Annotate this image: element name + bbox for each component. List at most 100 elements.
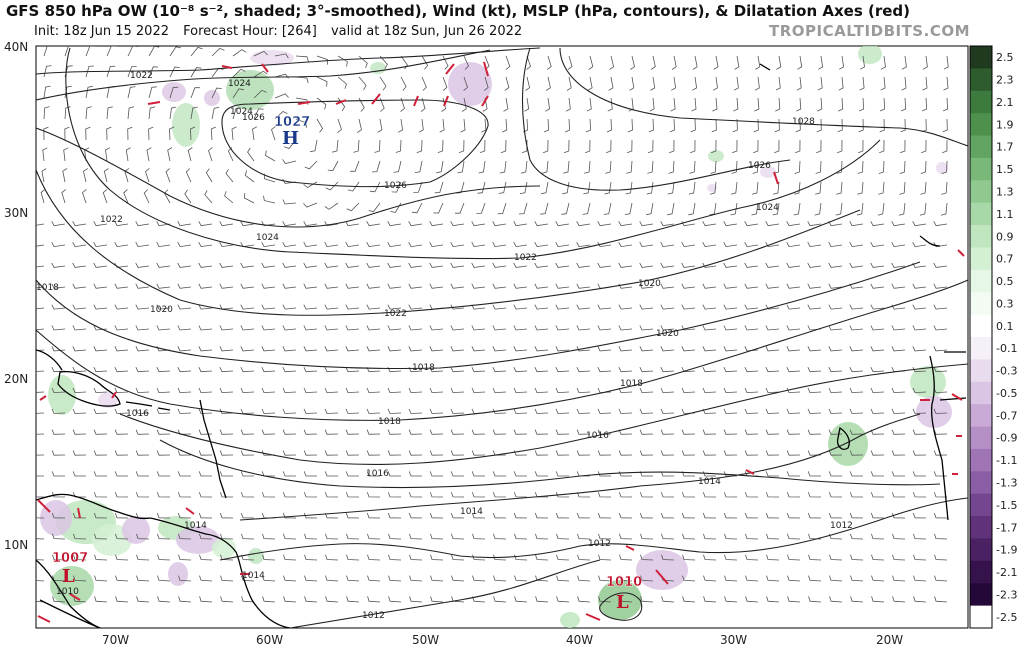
wind-barb: [606, 118, 612, 133]
wind-barb: [72, 387, 87, 394]
ow-blob-positive: [48, 375, 76, 415]
ow-blob-negative: [176, 526, 220, 554]
wind-barb: [190, 67, 202, 78]
wind-barb: [492, 221, 507, 227]
wind-barb: [240, 304, 255, 310]
wind-barb: [303, 367, 318, 373]
wind-barb: [177, 325, 192, 331]
wind-barb: [114, 221, 129, 227]
wind-barb: [346, 202, 360, 212]
wind-barb: [114, 450, 129, 456]
isobar-line: [219, 497, 968, 561]
latitude-labels: 40N 30N 20N 10N: [4, 40, 28, 552]
wind-barb: [793, 202, 801, 216]
wind-barb: [51, 387, 66, 394]
wind-barb: [519, 181, 528, 194]
wind-barb: [127, 86, 136, 99]
wind-barb: [190, 87, 200, 99]
colorbar-label: -1.9: [996, 544, 1017, 557]
wind-barb: [198, 471, 212, 477]
wind-barb: [639, 242, 654, 248]
wind-barb: [253, 50, 268, 57]
dilatation-axis: [443, 95, 449, 107]
wind-barb: [535, 533, 549, 540]
wind-barb: [828, 221, 843, 227]
dilatation-axis: [111, 391, 117, 399]
colorbar-label: 1.5: [996, 163, 1014, 176]
wind-barb: [786, 450, 801, 456]
colorbar-swatch: [970, 538, 992, 562]
colorbar-label: 0.9: [996, 230, 1014, 243]
dilatation-axis: [585, 613, 601, 621]
isobar-label: 1022: [100, 215, 123, 225]
wind-barb: [387, 450, 402, 456]
wind-barb: [477, 181, 486, 194]
wind-barb: [450, 221, 465, 227]
wind-barb: [483, 76, 489, 91]
wind-barb: [127, 66, 137, 78]
isobar-label: 1024: [230, 107, 253, 117]
wind-barb: [36, 307, 45, 310]
wind-barb: [786, 367, 801, 373]
wind-barb: [72, 304, 87, 310]
dilatation-axis: [69, 593, 81, 601]
wind-barb: [240, 512, 255, 519]
wind-barb: [576, 367, 591, 373]
pressure-centers: 1027 H 1007 L 1010 L: [52, 115, 643, 613]
wind-barb: [681, 492, 696, 498]
wind-barb: [148, 46, 160, 57]
wind-barb: [870, 408, 885, 414]
low-center-letter: L: [616, 592, 629, 613]
wind-barb: [43, 85, 51, 99]
wind-barb: [148, 106, 156, 120]
wind-barb: [304, 160, 318, 170]
colorbar-label: -0.1: [996, 342, 1017, 355]
wind-barb: [541, 181, 549, 195]
wind-barb: [745, 554, 759, 561]
wind-barb: [555, 367, 570, 373]
wind-barb: [41, 168, 47, 183]
wind-barb: [106, 46, 117, 57]
wind-barb: [303, 450, 318, 456]
wind-barb: [922, 55, 928, 70]
wind-barb: [576, 262, 591, 268]
wind-barb: [282, 221, 297, 227]
wind-barb: [388, 596, 402, 603]
wind-barb: [262, 575, 276, 582]
wind-barb: [135, 262, 150, 268]
wind-barb: [450, 325, 465, 331]
wind-barb: [815, 160, 822, 174]
wind-barb: [786, 346, 801, 352]
colorbar-swatch: [970, 337, 992, 360]
isobar-label: 1012: [588, 539, 611, 549]
wind-barb: [148, 126, 154, 141]
wind-barb: [366, 387, 381, 394]
high-center-letter: H: [282, 128, 299, 149]
wind-barb: [648, 118, 654, 133]
wind-barb: [618, 408, 633, 414]
wind-barb: [660, 492, 675, 498]
wind-barb: [51, 346, 66, 352]
wind-barb: [794, 181, 801, 195]
wind-barb: [535, 554, 549, 561]
wind-barb: [472, 554, 486, 561]
wind-barb: [123, 189, 129, 204]
wind-barb: [563, 160, 570, 174]
wind-barb: [891, 450, 906, 456]
wind-barb: [669, 139, 675, 154]
wind-barb: [413, 181, 423, 193]
wind-barb: [690, 139, 696, 154]
isobar-label: 1026: [748, 161, 771, 171]
wind-barb: [891, 325, 906, 331]
wind-barb: [408, 429, 423, 435]
wind-barb: [786, 387, 801, 394]
wind-barb: [597, 367, 612, 373]
wind-barb: [72, 408, 87, 414]
wind-barb: [211, 47, 225, 57]
wind-barb: [135, 346, 150, 352]
wind-barb: [556, 575, 570, 582]
wind-barb: [367, 575, 381, 582]
dilatation-axis: [773, 171, 779, 185]
colorbar-label: -0.7: [996, 409, 1017, 422]
wind-barb: [165, 168, 171, 183]
